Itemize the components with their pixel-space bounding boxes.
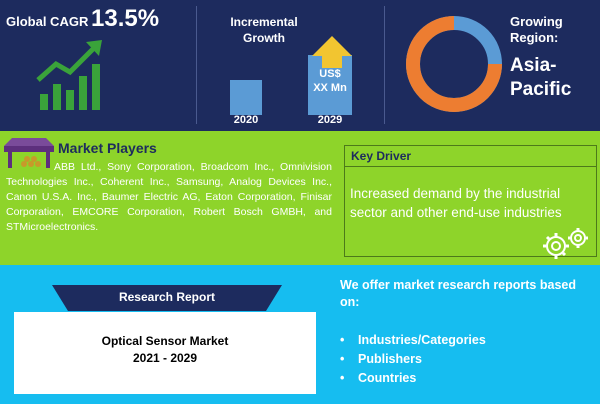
divider [384,6,385,124]
region-label: Growing Region: [510,14,563,46]
year-start-label: 2020 [233,114,259,126]
report-name: Optical Sensor Market [101,334,229,348]
key-driver-text: Increased demand by the industrial secto… [350,186,562,220]
region-donut-chart [406,16,502,112]
offer-item-label: Countries [358,371,417,385]
bar-value-label: US$ XX Mn [304,67,356,95]
offer-item-label: Industries/Categories [358,333,486,347]
research-report-banner [52,285,282,311]
report-period: 2021 - 2029 [132,351,198,365]
list-item: • Industries/Categories [340,331,486,350]
cagr-value: 13.5% [91,5,160,32]
region-label-line2: Region: [510,30,559,45]
offer-item-label: Publishers [358,352,422,366]
key-driver-title: Key Driver [344,145,597,167]
market-players-list: ABB Ltd., Sony Corporation, Broadcom Inc… [6,161,332,233]
region-value-line2: Pacific [510,79,572,100]
growth-chart-icon [36,40,102,110]
offer-title: We offer market research reports based o… [340,278,576,309]
list-item: • Publishers [340,350,486,369]
incremental-growth-title: Incremental Growth [230,15,298,45]
cagr-label: Global CAGR [6,14,89,29]
gears-icon [543,228,588,259]
list-item: • Countries [340,369,486,388]
region-value: Asia- Pacific [510,54,571,102]
market-players-title: Market Players [58,140,157,156]
up-arrow-icon [312,36,352,56]
region-label-line1: Growing [510,14,563,29]
divider [196,6,197,124]
offer-list: • Industries/Categories • Publishers • Coun… [340,331,486,388]
bullet-icon: • [340,371,345,385]
bullet-icon: • [340,352,345,366]
bar-amount: XX Mn [313,82,347,94]
up-arrow-shaft [322,56,342,68]
middle-banner [0,131,600,265]
year-end-label: 2029 [317,114,343,126]
region-value-line1: Asia- [510,55,557,76]
bar-currency: US$ [319,68,341,80]
market-stall-icon [4,138,54,168]
research-report-label: Research Report [118,290,216,304]
bar-2020 [230,80,262,115]
bullet-icon: • [340,333,345,347]
research-report-card [14,312,316,394]
research-report-title: Optical Sensor Market 2021 - 2029 [14,333,316,367]
